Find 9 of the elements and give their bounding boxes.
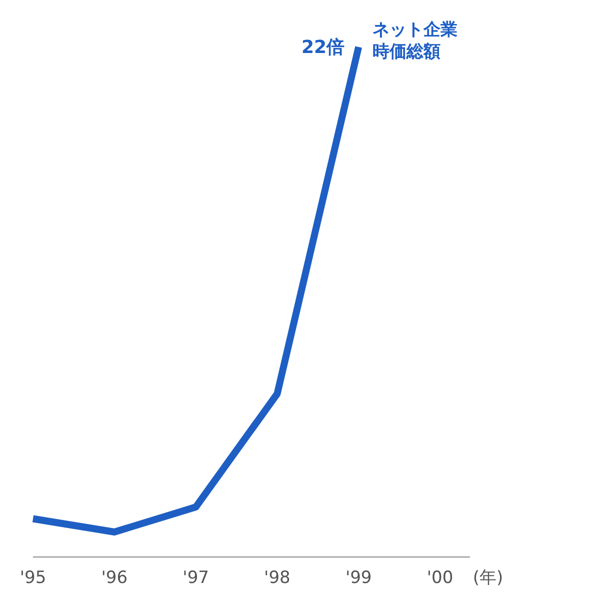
x-tick-label: '00	[426, 568, 454, 588]
annotation: 22倍	[302, 37, 345, 58]
x-tick-label: '95	[20, 568, 46, 588]
x-tick-label: '98	[264, 568, 290, 588]
x-tick-label: '97	[182, 568, 209, 588]
x-tick-label: '99	[345, 568, 372, 588]
x-tick-label: '96	[101, 568, 128, 588]
series-label: ネット企業時価総額	[372, 20, 458, 62]
x-axis-title: (年)	[472, 568, 504, 588]
